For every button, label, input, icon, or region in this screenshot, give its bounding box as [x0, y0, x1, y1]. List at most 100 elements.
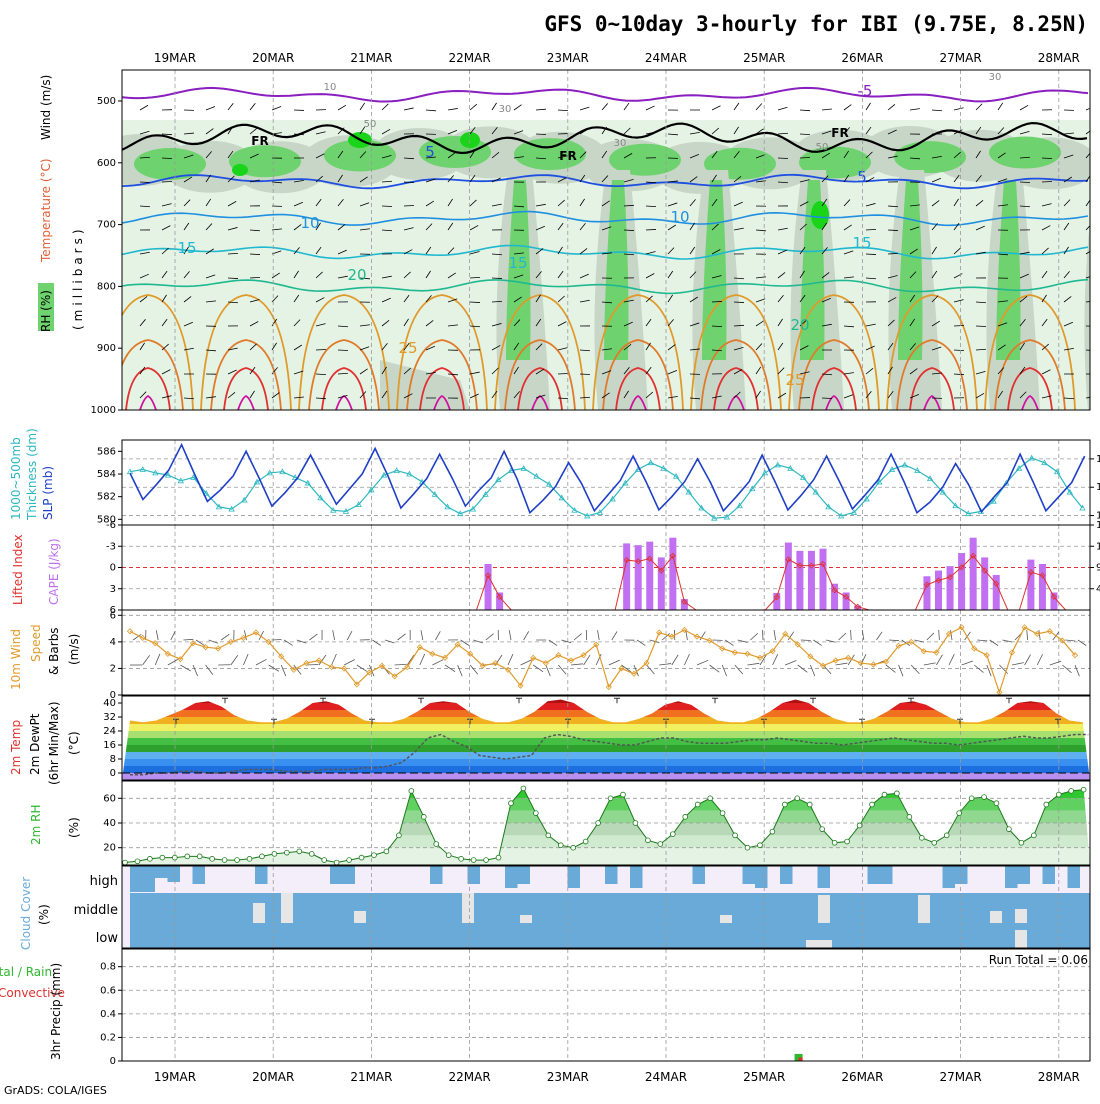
wind-barb	[580, 374, 590, 375]
wind-barb	[672, 655, 678, 665]
rh-marker	[895, 791, 900, 796]
wind-speed-marker	[128, 629, 133, 634]
wind-barb	[949, 654, 954, 665]
wind-barb	[281, 665, 286, 676]
cloud-high-bar	[868, 866, 881, 884]
wind-barb	[435, 631, 440, 640]
panel-frame	[122, 949, 1090, 1061]
contour-label: 15	[852, 234, 871, 252]
wind-barb	[927, 633, 934, 640]
contour-label: 10	[670, 208, 689, 226]
contour-label: 15	[177, 239, 196, 257]
cloud-high-bar	[1068, 866, 1081, 888]
wind-barb	[143, 655, 150, 665]
rh-marker	[621, 792, 626, 797]
wind-barb	[810, 665, 814, 676]
rh-marker	[1056, 792, 1061, 797]
label-2m-rh: 2m RH	[29, 805, 43, 846]
wind-barb	[924, 663, 936, 665]
tick-label: 900	[97, 343, 116, 354]
wind-barb	[836, 663, 848, 665]
wind-barb	[839, 633, 846, 640]
rh-marker	[857, 823, 862, 828]
tick-label: 4	[110, 637, 116, 648]
cloud-high-bar	[255, 866, 268, 884]
upper-air-panel: -555101015151520202525103030505030FRFRFR…	[91, 70, 1100, 416]
rh-marker	[533, 811, 538, 816]
cloud-mid-gap	[354, 911, 366, 923]
wind-barb	[778, 158, 788, 159]
rh-marker	[372, 853, 377, 858]
chart-title: GFS 0~10day 3-hourly for IBI (9.75E, 8.2…	[544, 12, 1088, 36]
wind-barb	[421, 630, 423, 640]
date-label-top: 24MAR	[645, 51, 687, 65]
wind-barb	[712, 301, 722, 302]
date-label-bottom: 19MAR	[154, 1070, 196, 1084]
cape-bar	[485, 564, 492, 610]
date-label-top: 25MAR	[743, 51, 785, 65]
wind-barb	[612, 631, 617, 640]
contour-label: 25	[785, 371, 804, 389]
date-label-top: 19MAR	[154, 51, 196, 65]
wind-barb	[156, 630, 158, 640]
wind-barb	[889, 640, 899, 641]
cloud-mid-gap	[918, 895, 930, 923]
date-label-top: 22MAR	[449, 51, 491, 65]
wind-barb	[420, 654, 425, 665]
wind-barb	[939, 630, 940, 640]
wind-barb	[407, 655, 414, 665]
rh-marker	[197, 854, 202, 859]
cloud-high-bar	[505, 866, 518, 888]
tick-label: 970	[1096, 563, 1100, 574]
tick-label: 582	[97, 492, 116, 503]
rh-marker	[509, 801, 514, 806]
cloud-label-high: high	[90, 874, 118, 889]
wind-barb	[549, 640, 557, 646]
cloud-label-low: low	[96, 931, 119, 946]
wind-barb	[954, 325, 964, 326]
freezing-level-label: FR	[251, 134, 268, 148]
wind-barb	[347, 631, 352, 640]
wind-barb	[876, 632, 882, 640]
label-barbs: & Barbs	[47, 627, 61, 675]
wind-barb	[1025, 655, 1031, 665]
tick-label: -3	[106, 541, 116, 552]
rh-marker	[919, 835, 924, 840]
cloud-high-bar	[193, 866, 206, 884]
cape-bar	[808, 551, 815, 610]
cloud-high-bar	[168, 866, 181, 882]
tick-label: 600	[97, 158, 116, 169]
rh-blob	[232, 164, 248, 176]
tick-label: 1000	[91, 405, 116, 416]
label-temperature: Temperature (°C)	[39, 158, 53, 263]
wind-barb	[801, 640, 811, 641]
rh-marker	[334, 860, 339, 865]
rh-marker	[521, 786, 526, 791]
wind-barb	[684, 654, 689, 665]
cloud-high-bar	[130, 866, 143, 892]
cape-bar	[958, 553, 965, 610]
rh-marker	[185, 854, 190, 859]
rh-marker	[434, 842, 439, 847]
cape-bar	[785, 543, 792, 610]
tick-label: 586	[97, 446, 116, 457]
rh-marker	[384, 849, 389, 854]
wind-barb	[332, 654, 337, 665]
label-thickness-b: Thickness (dm)	[25, 428, 39, 521]
date-label-top: 21MAR	[350, 51, 392, 65]
cape-bar	[658, 557, 665, 610]
contour-label: 50	[816, 142, 829, 153]
temp-band	[122, 745, 1090, 752]
cape-lifted-index-panel: -6-303648597014551940	[106, 520, 1100, 616]
wind-barb	[1020, 182, 1030, 183]
rh-marker	[633, 821, 638, 826]
label-2m-temp: 2m Temp	[9, 720, 23, 775]
wind-barb	[1050, 661, 1061, 665]
cape-bar	[623, 543, 630, 610]
rh-marker	[1044, 802, 1049, 807]
wind-barb	[492, 278, 502, 279]
label-3hr-precip: 3hr Precip (mm)	[49, 963, 63, 1060]
rh-marker	[807, 802, 812, 807]
tick-label: 1940	[1096, 520, 1100, 531]
